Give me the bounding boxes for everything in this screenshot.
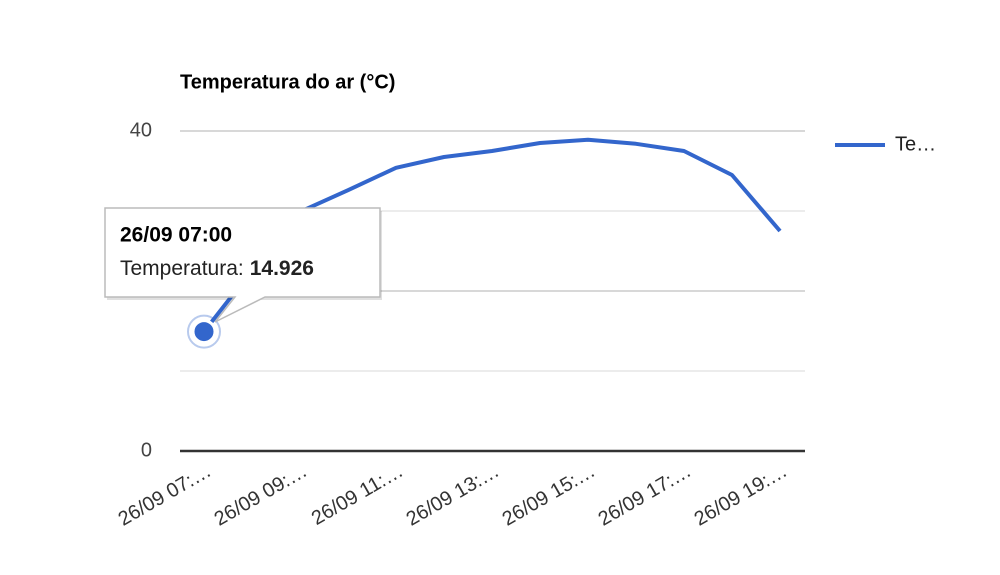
point [191,319,217,345]
y-tick-label: 0 [141,439,152,461]
point-halo [187,314,221,349]
y-tick-label: 40 [130,119,152,141]
chart-title: Temperatura do ar (°C) [180,71,395,93]
x-tick-label: 26/09 17:… [595,460,696,531]
x-tick-label: 26/09 09:… [211,460,312,531]
tooltip-box [104,207,381,323]
x-tick-label: 26/09 19:… [691,460,792,531]
tooltip-value: 14.926 [250,257,314,280]
tooltip-label: Temperatura: [120,257,244,280]
x-tick-label: 26/09 13:… [403,460,504,531]
tooltip-title: 26/09 07:00 [120,224,232,247]
tooltip-text: Temperatura: 14.926 [120,257,314,280]
x-tick-label: 26/09 11:… [308,460,407,530]
x-tick-label: 26/09 07:… [115,460,216,531]
legend-label: Te… [895,133,936,155]
x-tick-label: 26/09 15:… [499,460,600,531]
